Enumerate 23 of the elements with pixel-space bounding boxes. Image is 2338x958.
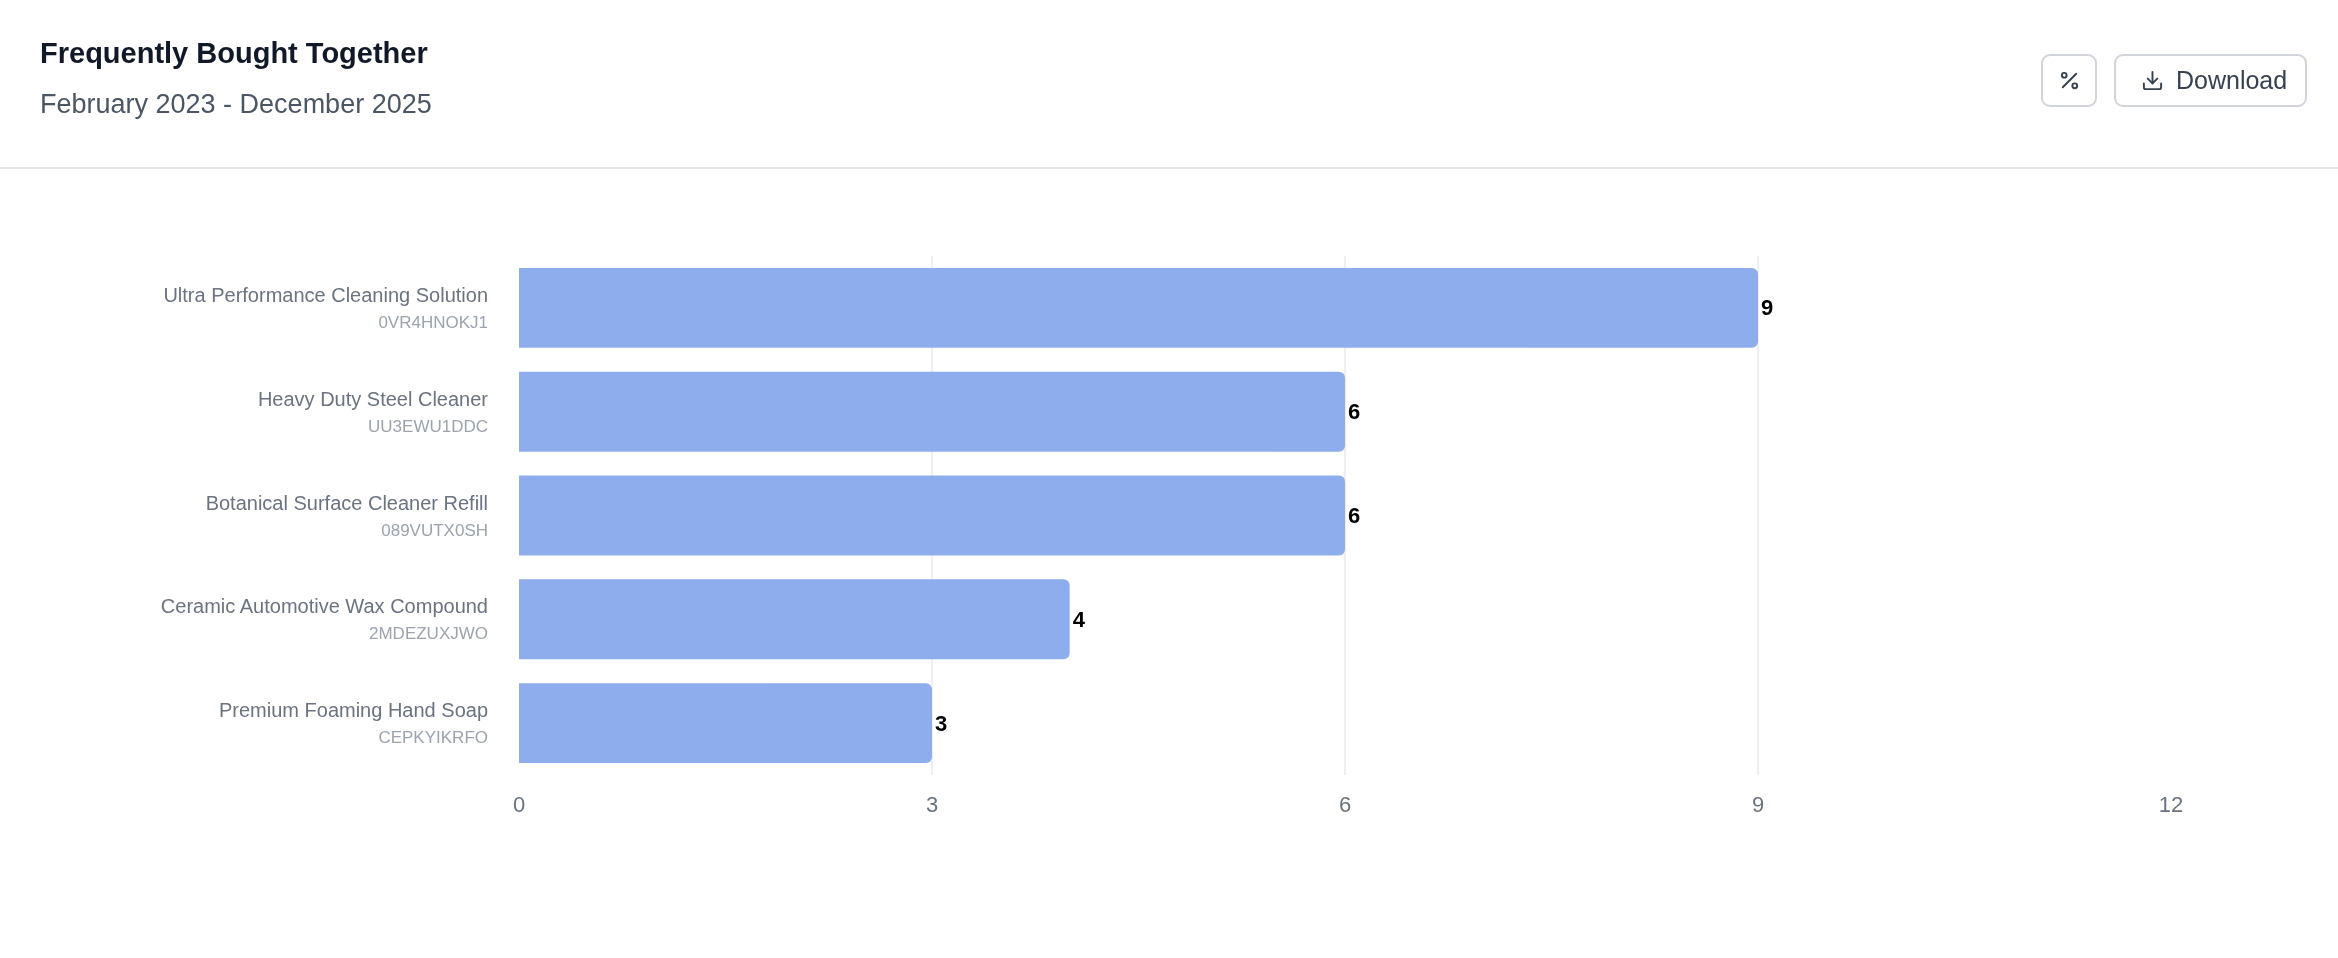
text: Frequently Bought Together bbox=[40, 37, 428, 70]
bar bbox=[519, 371, 1345, 452]
data-label: 9 bbox=[1761, 295, 1774, 321]
x-tick-label: 3 bbox=[925, 792, 939, 817]
bar bbox=[519, 475, 1345, 556]
y-tick-label: Heavy Duty Steel Cleaner UU3EWU1DDC bbox=[257, 387, 489, 436]
y-tick-label: Ultra Performance Cleaning Solution 0VR4HNOKJ1 bbox=[163, 283, 488, 332]
bar bbox=[519, 683, 932, 764]
x-tick-label: 0 bbox=[512, 792, 526, 817]
text: February 2023 - December 2025 bbox=[40, 89, 432, 120]
bar bbox=[519, 579, 1070, 660]
y-tick-label: Premium Foaming Hand Soap CEPKYIKRFO bbox=[218, 699, 488, 748]
data-label: 6 bbox=[1348, 503, 1361, 528]
x-tick-label: 9 bbox=[1751, 792, 1765, 817]
data-label: 6 bbox=[1348, 399, 1361, 425]
x-tick-label: 6 bbox=[1338, 792, 1352, 817]
data-label: 3 bbox=[935, 710, 948, 736]
download-button: Download bbox=[2114, 54, 2307, 107]
data-label: 4 bbox=[1072, 606, 1086, 632]
x-tick-label: 12 bbox=[2158, 792, 2184, 817]
bar bbox=[519, 267, 1758, 348]
y-tick-label: Ceramic Automotive Wax Compound 2MDEZUXJWO bbox=[160, 595, 488, 644]
y-tick-label: Botanical Surface Cleaner Refill 089VUTX0SH bbox=[205, 491, 488, 540]
